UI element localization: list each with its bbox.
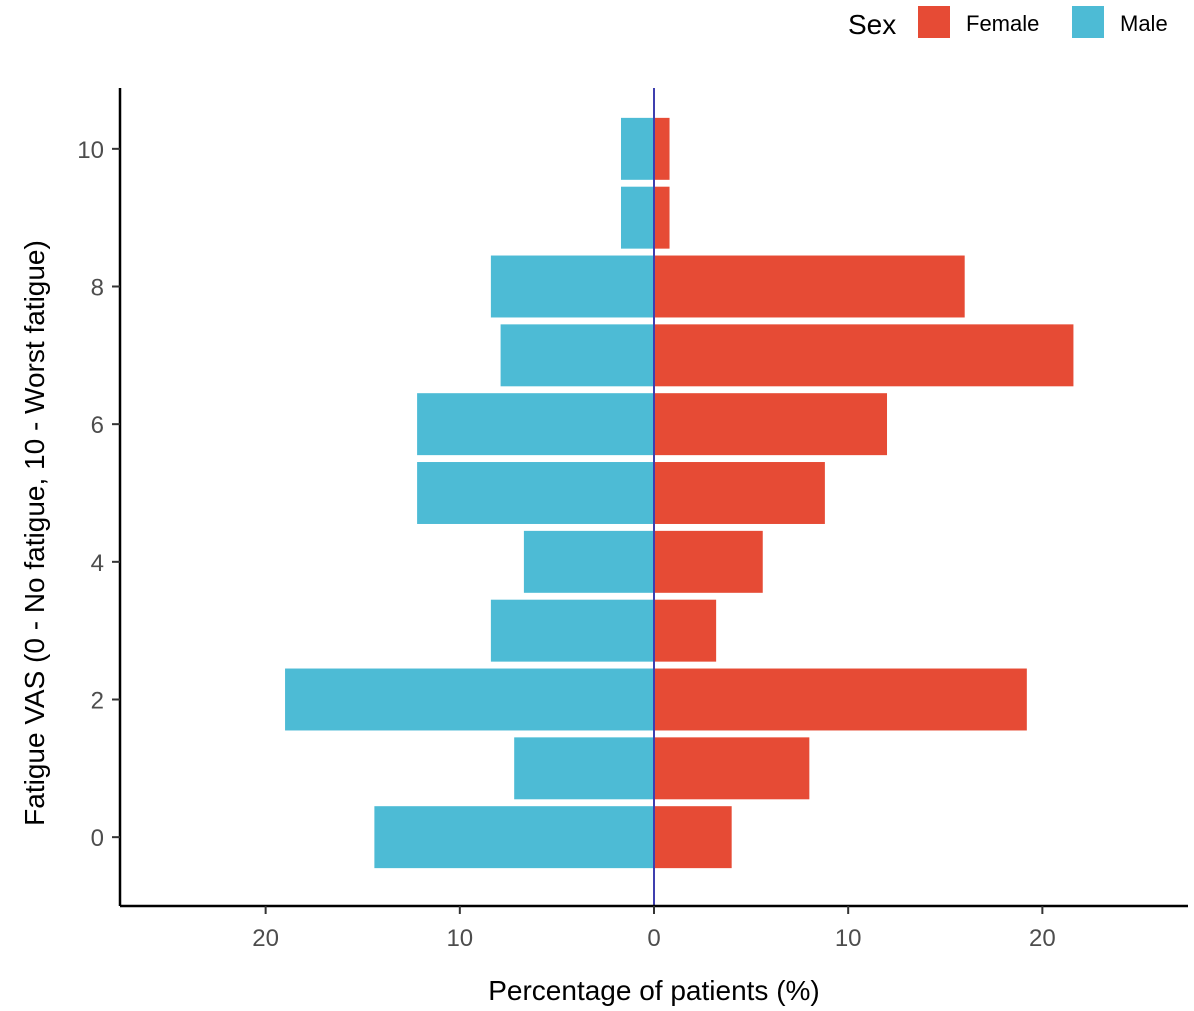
bar-male-2 xyxy=(285,668,654,731)
bar-male-0 xyxy=(374,806,654,869)
bar-female-0 xyxy=(654,806,732,869)
legend: Sex Female Male xyxy=(848,6,1168,40)
legend-swatch-female xyxy=(918,6,950,38)
x-tick-label: 20 xyxy=(1029,925,1056,952)
x-ticks: 20 10 0 10 20 xyxy=(252,906,1056,952)
y-tick-label: 6 xyxy=(91,412,104,439)
bar-female-3 xyxy=(654,599,717,662)
bar-male-8 xyxy=(490,255,654,318)
y-tick-label: 10 xyxy=(77,137,104,164)
bar-female-8 xyxy=(654,255,965,318)
bar-male-5 xyxy=(417,462,654,524)
legend-title: Sex xyxy=(848,9,896,40)
bar-female-9 xyxy=(654,186,670,249)
y-ticks: 0 2 4 6 8 10 xyxy=(77,137,120,852)
bar-male-4 xyxy=(523,530,654,593)
y-tick-label: 0 xyxy=(91,825,104,852)
bars-layer xyxy=(285,117,1074,869)
bar-male-7 xyxy=(500,324,654,387)
bar-male-10 xyxy=(620,117,654,180)
x-tick-label: 10 xyxy=(446,925,473,952)
bar-male-3 xyxy=(490,599,654,662)
y-tick-label: 4 xyxy=(91,550,104,577)
x-tick-label: 20 xyxy=(252,925,279,952)
legend-label-female: Female xyxy=(966,11,1039,36)
y-tick-label: 8 xyxy=(91,275,104,302)
y-tick-label: 2 xyxy=(91,688,104,715)
bar-female-5 xyxy=(654,462,825,524)
bar-female-4 xyxy=(654,530,763,593)
legend-items: Female Male xyxy=(918,6,1168,38)
bar-male-1 xyxy=(514,737,654,800)
bar-female-10 xyxy=(654,117,670,180)
bar-female-7 xyxy=(654,324,1074,387)
bar-male-6 xyxy=(417,393,654,456)
y-axis-title: Fatigue VAS (0 - No fatigue, 10 - Worst … xyxy=(19,240,50,826)
x-tick-label: 10 xyxy=(835,925,862,952)
bar-female-1 xyxy=(654,737,810,800)
x-tick-label: 0 xyxy=(647,925,660,952)
x-axis-title: Percentage of patients (%) xyxy=(488,975,820,1006)
bar-female-2 xyxy=(654,668,1027,731)
bar-male-9 xyxy=(620,186,654,249)
legend-swatch-male xyxy=(1072,6,1104,38)
legend-label-male: Male xyxy=(1120,11,1168,36)
bar-female-6 xyxy=(654,393,888,456)
